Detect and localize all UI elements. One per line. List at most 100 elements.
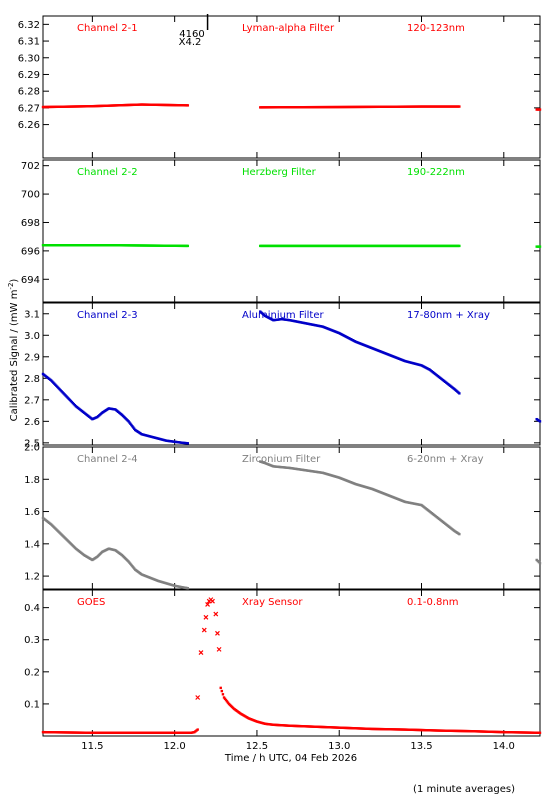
data-point	[538, 420, 542, 423]
series-3	[41, 310, 542, 445]
series-4	[41, 460, 542, 590]
band-label: 0.1-0.8nm	[407, 597, 459, 608]
y-tick-label: 2.8	[24, 374, 40, 385]
y-tick-label: 702	[21, 161, 40, 172]
flare-class-label: X4.2	[179, 37, 202, 48]
data-point	[196, 728, 199, 731]
panel-5: 0.1 0.2 0.3 0.4 GOES Xray Sensor 0.1-0.8nm	[24, 589, 542, 737]
y-tick-label: 1.4	[24, 539, 40, 550]
y-tick-label: 6.32	[18, 20, 40, 31]
data-point	[458, 244, 461, 248]
data-point	[222, 696, 226, 699]
panel-frame	[42, 15, 541, 159]
filter-label: Herzberg Filter	[242, 167, 317, 178]
data-point	[538, 245, 542, 248]
y-tick-label: 6.29	[18, 70, 40, 81]
channel-label: Channel 2-1	[77, 23, 138, 34]
panel-frame	[42, 159, 541, 303]
x-tick-label: 13.5	[410, 741, 432, 752]
y-tick-label: 6.31	[18, 37, 40, 48]
data-point	[538, 561, 542, 565]
channel-label: Channel 2-2	[77, 167, 138, 178]
y-tick-label: 1.2	[24, 572, 40, 583]
x-tick-label: 14.0	[493, 741, 515, 752]
y-tick-label: 696	[21, 246, 40, 257]
x-tick-label: 11.5	[81, 741, 103, 752]
y-tick-label: 1.6	[24, 507, 40, 518]
y-tick-label: 698	[21, 218, 40, 229]
band-label: 17-80nm + Xray	[407, 310, 490, 321]
y-tick-label: 2.7	[24, 395, 40, 406]
y-tick-label: 1.8	[24, 475, 40, 486]
panel-3: 2.5 2.6 2.7 2.8 2.9 3.0 3.1 Channel 2-3 Aluminiu…	[24, 302, 542, 449]
y-tick-label: 694	[21, 275, 40, 286]
data-point	[538, 731, 542, 734]
x-axis: 11.5 12.0 12.5 13.0 13.5 14.0	[81, 741, 515, 752]
flare-point	[213, 611, 219, 617]
data-point	[186, 244, 190, 248]
data-point	[538, 108, 542, 111]
x-axis-label: Time / h UTC, 04 Feb 2026	[224, 753, 357, 764]
footnote: (1 minute averages)	[413, 784, 515, 795]
data-point	[132, 426, 135, 429]
series-5	[41, 597, 542, 734]
y-tick-label: 2.6	[24, 417, 40, 428]
data-point	[226, 701, 230, 704]
panel-4: 1.2 1.4 1.6 1.8 2.0 Channel 2-4 Zirconium Filt…	[24, 443, 542, 590]
band-label: 6-20nm + Xray	[407, 454, 484, 465]
filter-label: Xray Sensor	[242, 597, 303, 608]
data-point	[225, 700, 229, 703]
filter-label: Aluminium Filter	[242, 310, 325, 321]
data-point	[458, 392, 461, 395]
y-axis-label-superscript: -2	[7, 283, 15, 290]
y-tick-label: 0.1	[24, 699, 40, 710]
data-point	[186, 586, 190, 590]
panel-frame	[42, 589, 541, 737]
y-tick-label: 6.27	[18, 103, 40, 114]
flare-point	[198, 650, 204, 655]
panel-frame	[42, 302, 541, 446]
panel-1: 6.26 6.27 6.28 6.29 6.30 6.31 6.32 Channel 2-1 L…	[18, 15, 542, 159]
y-axis-label: Calibrated Signal / (mW m-2)	[7, 279, 20, 422]
channel-label: Channel 2-3	[77, 310, 138, 321]
y-tick-label: 3.1	[24, 309, 40, 320]
data-point	[133, 427, 136, 430]
data-point	[224, 698, 228, 702]
flare-point	[195, 695, 201, 700]
data-point	[458, 105, 461, 108]
data-point	[186, 104, 190, 107]
y-tick-label: 0.3	[24, 635, 40, 646]
data-point	[219, 686, 222, 690]
data-point	[186, 442, 190, 445]
flare-point	[216, 646, 222, 652]
y-tick-label: 2.0	[24, 443, 40, 454]
data-point	[221, 693, 225, 696]
y-tick-label: 2.5	[24, 438, 40, 449]
filter-label: Zirconium Filter	[242, 454, 321, 465]
series-2	[41, 244, 542, 248]
y-tick-label: 6.26	[18, 120, 40, 131]
y-tick-label: 700	[21, 190, 40, 201]
x-tick-label: 12.0	[164, 741, 186, 752]
flare-point	[201, 627, 207, 633]
data-point	[223, 697, 227, 700]
series-1	[41, 103, 542, 111]
flare-point	[215, 630, 220, 636]
data-point	[458, 532, 461, 536]
channel-label: Channel 2-4	[77, 454, 138, 465]
x-tick-label: 12.5	[246, 741, 268, 752]
y-axis-label-main: Calibrated Signal / (mW m	[9, 290, 20, 422]
data-point	[128, 421, 131, 424]
y-tick-label: 0.4	[24, 603, 40, 614]
data-point	[127, 420, 130, 423]
flare-point	[210, 598, 215, 604]
x-tick-label: 13.0	[328, 741, 350, 752]
y-tick-label: 6.30	[18, 53, 40, 64]
band-label: 190-222nm	[407, 167, 465, 178]
flare-time-label: 4160	[179, 29, 204, 40]
y-axis-label-close: )	[9, 279, 20, 283]
panel-2: 694 696 698 700 702 Channel 2-2 Herzberg Filte…	[21, 159, 542, 303]
flare-point	[203, 614, 209, 620]
chart-panels: 6.26 6.27 6.28 6.29 6.30 6.31 6.32 Channel 2-1 L…	[18, 15, 542, 737]
